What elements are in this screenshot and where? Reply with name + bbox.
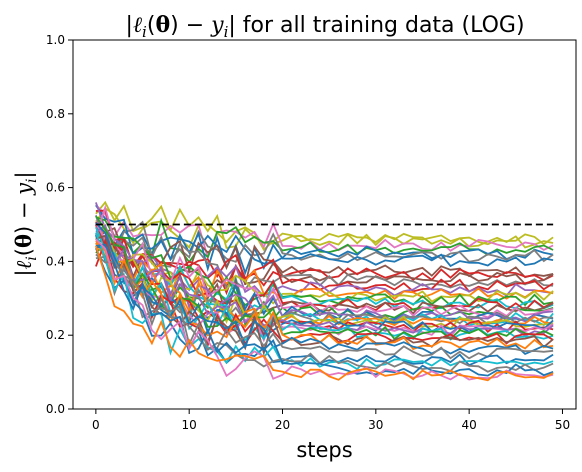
series-line (95, 222, 554, 356)
plot-frame (72, 39, 577, 410)
x-tick-label: 0 (92, 418, 100, 432)
series-line (95, 226, 554, 265)
series-line (95, 224, 554, 291)
y-tick-label: 0.4 (46, 254, 65, 268)
series-line (95, 225, 554, 330)
x-tick-label: 50 (555, 418, 570, 432)
series-line (95, 240, 554, 351)
x-tick-label: 30 (368, 418, 383, 432)
x-axis-label: steps (296, 438, 352, 462)
y-tick-label: 1.0 (46, 33, 65, 47)
series-line (95, 245, 554, 382)
series-layer (95, 200, 554, 382)
x-tick-label: 40 (462, 418, 477, 432)
axes: 0 10 20 30 40 50 0.0 0.2 0.4 0.6 0.8 1.0 (46, 33, 577, 432)
series-line (95, 253, 554, 373)
series-line (95, 227, 554, 286)
series-line (95, 243, 554, 377)
y-tick-label: 0.8 (46, 107, 65, 121)
y-axis-label: |ℓi(θ) − yi| (11, 171, 40, 276)
series-line (95, 204, 554, 319)
y-tick-label: 0.2 (46, 328, 65, 342)
x-tick-label: 10 (182, 418, 197, 432)
y-tick-label: 0.6 (46, 181, 65, 195)
series-line (95, 204, 554, 261)
series-line (95, 235, 554, 313)
chart-title: |ℓi(θ) − yi| for all training data (LOG) (125, 12, 524, 41)
y-tick-label: 0.0 (46, 402, 65, 416)
series-line (95, 204, 554, 276)
x-tick-label: 20 (275, 418, 290, 432)
series-line (95, 255, 554, 360)
